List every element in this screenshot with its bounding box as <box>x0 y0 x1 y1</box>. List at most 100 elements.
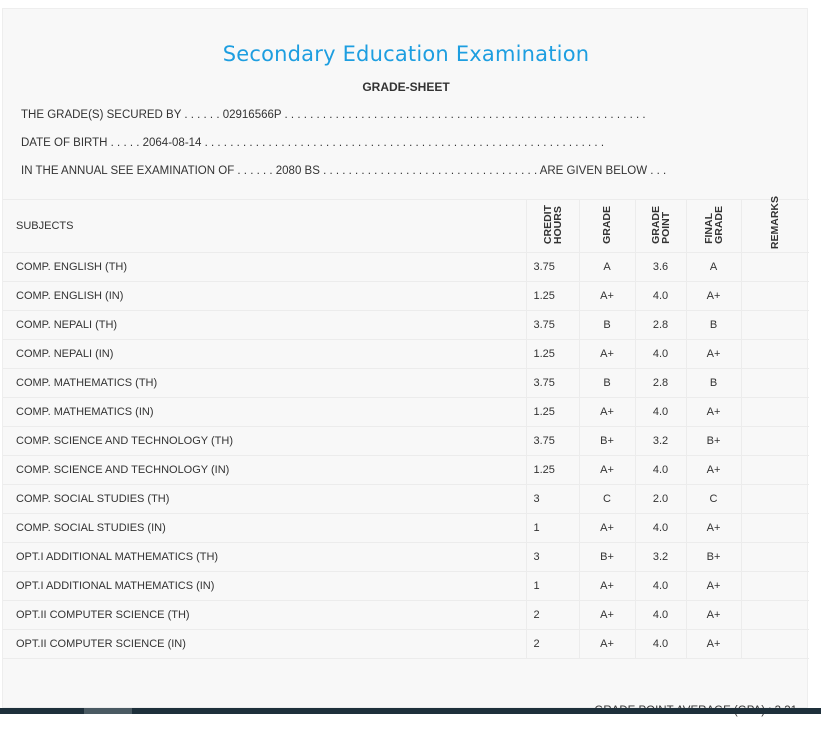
grade-point-cell: 2.8 <box>635 310 687 341</box>
subject-cell: COMP. NEPALI (TH) <box>3 310 527 341</box>
header-remarks: REMARKS <box>741 196 809 254</box>
grade-cell: C <box>579 484 636 515</box>
credit-hours-cell: 1 <box>526 513 580 544</box>
grade-point-cell: 3.2 <box>635 542 687 573</box>
grade-cell: A+ <box>579 629 636 660</box>
subject-cell: COMP. ENGLISH (IN) <box>3 281 527 312</box>
table-row: COMP. MATHEMATICS (TH) 3.75 B 2.8 B <box>3 368 809 399</box>
table-header-row: SUBJECTS CREDIT HOURS GRADE GRADE POINT … <box>3 196 809 254</box>
remarks-cell <box>741 455 809 486</box>
grade-cell: B <box>579 368 636 399</box>
gpa-text: GRADE POINT AVERAGE (GPA) : 3.31 <box>3 659 809 739</box>
subject-cell: OPT.I ADDITIONAL MATHEMATICS (IN) <box>3 571 527 602</box>
header-subjects: SUBJECTS <box>3 198 527 254</box>
credit-hours-cell: 1.25 <box>526 339 580 370</box>
credit-hours-cell: 3.75 <box>526 252 580 283</box>
subject-cell: OPT.I ADDITIONAL MATHEMATICS (TH) <box>3 542 527 573</box>
final-grade-cell: A+ <box>686 397 742 428</box>
subject-cell: COMP. MATHEMATICS (TH) <box>3 368 527 399</box>
header-final-grade-label: FINAL GRADE <box>702 205 725 244</box>
credit-hours-cell: 1 <box>526 571 580 602</box>
remarks-cell <box>741 571 809 602</box>
table-row: OPT.II COMPUTER SCIENCE (TH) 2 A+ 4.0 A+ <box>3 600 809 631</box>
remarks-cell <box>741 542 809 573</box>
remarks-cell <box>741 310 809 341</box>
grade-point-cell: 4.0 <box>635 629 687 660</box>
final-grade-cell: A <box>686 252 742 283</box>
credit-hours-cell: 3.75 <box>526 368 580 399</box>
subject-cell: OPT.II COMPUTER SCIENCE (TH) <box>3 600 527 631</box>
grade-cell: A+ <box>579 455 636 486</box>
page-title: Secondary Education Examination <box>222 42 590 66</box>
subject-cell: COMP. SOCIAL STUDIES (IN) <box>3 513 527 544</box>
table-row: OPT.I ADDITIONAL MATHEMATICS (TH) 3 B+ 3.2 B… <box>3 542 809 573</box>
remarks-cell <box>741 339 809 370</box>
grade-point-cell: 4.0 <box>635 339 687 370</box>
subject-cell: COMP. SOCIAL STUDIES (TH) <box>3 484 527 515</box>
grade-cell: A+ <box>579 397 636 428</box>
grade-point-cell: 4.0 <box>635 397 687 428</box>
table-row: COMP. SOCIAL STUDIES (IN) 1 A+ 4.0 A+ <box>3 513 809 544</box>
final-grade-cell: A+ <box>686 513 742 544</box>
final-grade-cell: B+ <box>686 542 742 573</box>
grade-cell: B <box>579 310 636 341</box>
grade-cell: A+ <box>579 339 636 370</box>
grade-cell: A <box>579 252 636 283</box>
grade-point-cell: 3.6 <box>635 252 687 283</box>
subject-cell: COMP. SCIENCE AND TECHNOLOGY (IN) <box>3 455 527 486</box>
remarks-cell <box>741 281 809 312</box>
subject-cell: OPT.II COMPUTER SCIENCE (IN) <box>3 629 527 660</box>
subject-cell: COMP. ENGLISH (TH) <box>3 252 527 283</box>
remarks-cell <box>741 368 809 399</box>
grade-point-cell: 2.8 <box>635 368 687 399</box>
remarks-cell <box>741 426 809 457</box>
grade-cell: B+ <box>579 426 636 457</box>
remarks-cell <box>741 484 809 515</box>
table-row: COMP. ENGLISH (TH) 3.75 A 3.6 A <box>3 252 809 283</box>
grade-sheet-panel: Secondary Education Examination GRADE-SH… <box>2 8 809 717</box>
grade-cell: A+ <box>579 513 636 544</box>
date-of-birth-line: DATE OF BIRTH . . . . . 2064-08-14 . . .… <box>21 137 605 149</box>
remarks-cell <box>741 513 809 544</box>
page-subtitle: GRADE-SHEET <box>362 80 450 94</box>
grade-point-cell: 3.2 <box>635 426 687 457</box>
header-credit-hours: CREDIT HOURS <box>526 198 580 254</box>
credit-hours-cell: 1.25 <box>526 281 580 312</box>
secured-by-line: THE GRADE(S) SECURED BY . . . . . . 0291… <box>21 109 646 121</box>
header-credit-hours-label: CREDIT HOURS <box>541 205 564 245</box>
credit-hours-cell: 3 <box>526 484 580 515</box>
header-grade-point-label: GRADE POINT <box>649 205 672 244</box>
table-row: COMP. NEPALI (IN) 1.25 A+ 4.0 A+ <box>3 339 809 370</box>
final-grade-cell: B <box>686 368 742 399</box>
table-row: COMP. NEPALI (TH) 3.75 B 2.8 B <box>3 310 809 341</box>
table-row: COMP. SCIENCE AND TECHNOLOGY (IN) 1.25 A+ 4… <box>3 455 809 486</box>
final-grade-cell: A+ <box>686 629 742 660</box>
grade-cell: A+ <box>579 281 636 312</box>
credit-hours-cell: 2 <box>526 629 580 660</box>
remarks-cell <box>741 397 809 428</box>
credit-hours-cell: 3.75 <box>526 310 580 341</box>
header-grade-label: GRADE <box>601 205 613 244</box>
examination-line: IN THE ANNUAL SEE EXAMINATION OF . . . .… <box>21 165 667 177</box>
final-grade-cell: A+ <box>686 571 742 602</box>
final-grade-cell: B+ <box>686 426 742 457</box>
scrollbar-thumb[interactable] <box>84 708 132 714</box>
grade-cell: A+ <box>579 600 636 631</box>
final-grade-cell: A+ <box>686 600 742 631</box>
subject-cell: COMP. MATHEMATICS (IN) <box>3 397 527 428</box>
grades-table: SUBJECTS CREDIT HOURS GRADE GRADE POINT … <box>3 196 809 739</box>
table-row: COMP. SOCIAL STUDIES (TH) 3 C 2.0 C <box>3 484 809 515</box>
grade-point-cell: 4.0 <box>635 600 687 631</box>
subject-cell: COMP. SCIENCE AND TECHNOLOGY (TH) <box>3 426 527 457</box>
table-row: COMP. SCIENCE AND TECHNOLOGY (TH) 3.75 B+ 3… <box>3 426 809 457</box>
final-grade-cell: A+ <box>686 339 742 370</box>
table-row: OPT.I ADDITIONAL MATHEMATICS (IN) 1 A+ 4.0 A… <box>3 571 809 602</box>
final-grade-cell: A+ <box>686 281 742 312</box>
grade-point-cell: 2.0 <box>635 484 687 515</box>
grade-cell: B+ <box>579 542 636 573</box>
final-grade-cell: A+ <box>686 455 742 486</box>
remarks-cell <box>741 629 809 660</box>
grade-cell: A+ <box>579 571 636 602</box>
header-remarks-label: REMARKS <box>769 196 782 250</box>
horizontal-scrollbar[interactable] <box>0 708 821 714</box>
